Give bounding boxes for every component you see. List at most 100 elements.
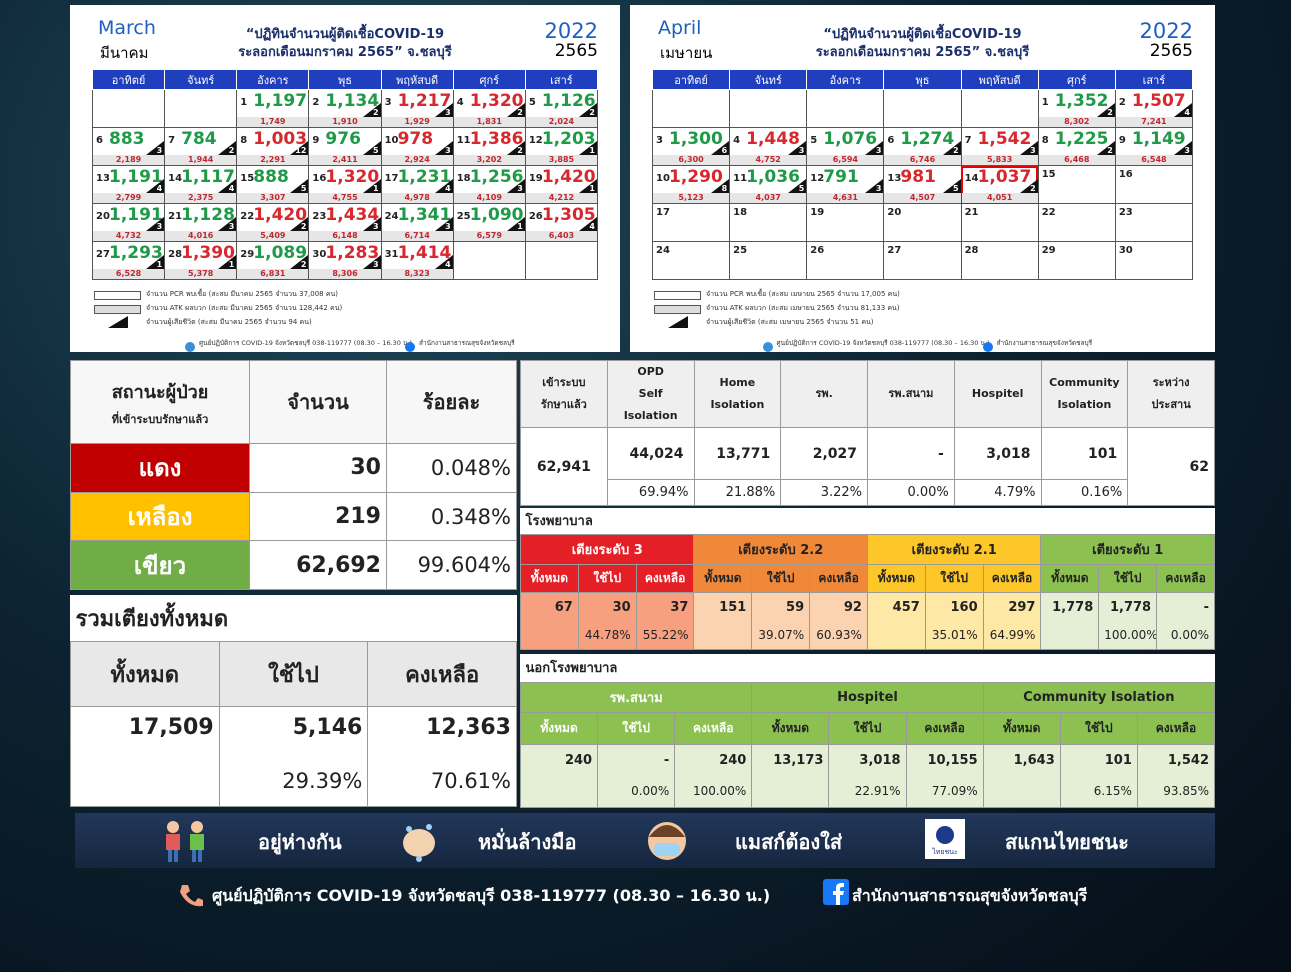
day-cell: 10 1,290 5,123 8 bbox=[651, 165, 731, 204]
death-count: 2 bbox=[300, 260, 307, 269]
atk-count: 1,831 bbox=[476, 117, 502, 126]
day-cell: 8 1,003 2,291 12 bbox=[236, 127, 310, 166]
banner-icon-part bbox=[403, 824, 435, 862]
day-cell: 24 1,341 6,714 3 bbox=[380, 203, 454, 242]
death-count: 3 bbox=[228, 222, 235, 231]
atk-count: 4,051 bbox=[986, 193, 1013, 202]
weekday: อาทิตย์ bbox=[651, 69, 731, 90]
death-count: 5 bbox=[300, 184, 307, 193]
group-column: คงเหลือ bbox=[674, 711, 753, 745]
pcr-count: 784 bbox=[181, 129, 217, 149]
day-cell: 28 1,390 5,378 1 bbox=[164, 241, 238, 280]
day-number: 13 bbox=[887, 173, 902, 184]
atk-band bbox=[309, 193, 381, 203]
day-cell: 25 bbox=[729, 241, 808, 280]
summary-percent: 21.88% bbox=[693, 479, 782, 506]
death-count: 3 bbox=[372, 222, 379, 231]
banner-icon-part bbox=[648, 822, 686, 860]
pcr-count: 1,274 bbox=[900, 129, 955, 149]
day-number: 24 bbox=[384, 211, 399, 222]
day-number: 21 bbox=[964, 207, 979, 218]
pcr-count: 791 bbox=[823, 167, 859, 187]
atk-count: 8,306 bbox=[332, 269, 358, 278]
death-triangle bbox=[218, 179, 236, 193]
atk-count: 8,302 bbox=[1064, 117, 1090, 126]
day-number: 16 bbox=[312, 173, 327, 184]
atk-count: 2,024 bbox=[548, 117, 575, 126]
day-number: 12 bbox=[528, 135, 543, 146]
banner-icon-part bbox=[403, 829, 435, 857]
death-count: 3 bbox=[517, 184, 523, 193]
day-number: 1 bbox=[1041, 97, 1049, 108]
banner-icon-part bbox=[416, 856, 422, 862]
week-row: 6 883 2,189 3 7 784 1,944 2 8 1,003 2,291 12 9 976 2,4… bbox=[91, 127, 599, 166]
month-en: March bbox=[98, 17, 156, 39]
pcr-count: 976 bbox=[325, 129, 361, 149]
week-row: 17 18 19 20 21 22 23 bbox=[651, 203, 1194, 242]
status-row: แดง 30 0.048% bbox=[70, 443, 517, 493]
day-cell: 11 1,386 3,202 2 bbox=[452, 127, 526, 166]
day-cell: 19 bbox=[806, 203, 885, 242]
atk-count: 6,468 bbox=[1064, 155, 1090, 164]
day-number: 11 bbox=[456, 135, 471, 146]
day-cell: 17 1,231 4,978 4 bbox=[380, 165, 454, 204]
death-count: 2 bbox=[300, 222, 307, 231]
calendar: April เมษายน “ปฏิทินจำนวนผู้ติดเชื้อCOVID-… bbox=[630, 5, 1215, 352]
atk-band bbox=[165, 231, 236, 241]
atk-band bbox=[962, 193, 1038, 203]
atk-band bbox=[807, 155, 883, 165]
status-head: สถานะผู้ป่วย ที่เข้าระบบรักษาแล้ว จำนวน ร้อ… bbox=[70, 359, 517, 445]
pcr-count: 1,290 bbox=[669, 167, 723, 187]
day-number: 28 bbox=[168, 249, 183, 260]
week-row: 3 1,300 6,300 6 4 1,448 4,752 3 5 1,076 6,594 3 6 1,2… bbox=[651, 127, 1194, 166]
atk-count: 6,148 bbox=[332, 231, 358, 240]
day-cell: 3 1,217 1,929 3 bbox=[380, 89, 454, 128]
pcr-count: 1,300 bbox=[669, 129, 723, 149]
legend-swatch bbox=[94, 291, 141, 300]
day-number: 6 bbox=[887, 135, 895, 146]
group-column: ทั้งหมด bbox=[519, 711, 599, 745]
group-name: เตียงระดับ 2.1 bbox=[866, 533, 1042, 566]
atk-count: 6,579 bbox=[476, 231, 502, 240]
atk-count: 4,631 bbox=[832, 193, 858, 202]
pcr-count: 1,352 bbox=[1054, 91, 1109, 111]
death-count: 3 bbox=[156, 222, 163, 231]
outside-percent-row: 0.00% 100.00% 22.91% 77.09% 6.15% 93.85% bbox=[519, 776, 1216, 808]
death-count: 3 bbox=[875, 184, 882, 193]
group-value: 151 bbox=[693, 592, 753, 622]
death-triangle bbox=[434, 179, 453, 193]
day-number: 8 bbox=[240, 135, 248, 146]
atk-band bbox=[526, 117, 597, 127]
atk-band bbox=[93, 269, 164, 279]
group-percent: 60.93% bbox=[809, 621, 868, 651]
week-row: 1 1,352 8,302 2 2 1,507 7,241 4 bbox=[651, 89, 1194, 128]
atk-band bbox=[237, 269, 308, 279]
beds-percent: 70.61% bbox=[367, 755, 517, 807]
status-count: 62,692 bbox=[249, 540, 387, 590]
summary-head: Home Isolation bbox=[693, 360, 782, 428]
day-cell: 13 1,191 2,799 4 bbox=[91, 165, 166, 204]
day-cell: 18 1,256 4,109 3 bbox=[452, 165, 526, 204]
calendar-title: “ปฏิทินจำนวนผู้ติดเชื้อCOVID-19 bbox=[245, 27, 445, 42]
day-number: 4 bbox=[456, 97, 464, 108]
death-triangle bbox=[362, 103, 381, 117]
day-number: 26 bbox=[810, 245, 825, 256]
death-triangle bbox=[942, 141, 961, 155]
atk-band bbox=[382, 193, 453, 203]
death-triangle bbox=[290, 217, 308, 231]
atk-band bbox=[1116, 155, 1192, 165]
pcr-count: 1,037 bbox=[977, 167, 1032, 187]
death-count: 3 bbox=[1030, 146, 1036, 155]
atk-band bbox=[454, 193, 525, 203]
calendar-footer-facebook: สำนักงานสาธารณสุขจังหวัดชลบุรี bbox=[996, 339, 1093, 347]
banner-icon bbox=[397, 819, 441, 867]
facebook-icon-part bbox=[833, 883, 844, 905]
beds-percent: 29.39% bbox=[218, 755, 369, 807]
group-empty bbox=[519, 776, 599, 808]
day-cell: 27 bbox=[883, 241, 962, 280]
month-en: April bbox=[658, 17, 702, 39]
group-column: ใช้ไป bbox=[828, 711, 907, 745]
weekday: เสาร์ bbox=[1114, 69, 1194, 90]
atk-count: 6,300 bbox=[678, 155, 704, 164]
